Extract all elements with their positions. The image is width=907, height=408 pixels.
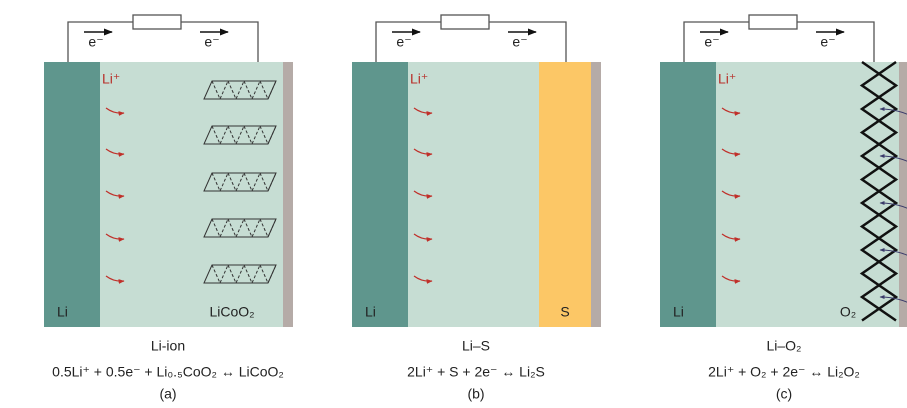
sulfur-cathode	[539, 62, 591, 327]
panel-label: (b)	[467, 386, 484, 402]
electron-label: e⁻	[704, 34, 719, 50]
reaction-equation: 2Li⁺ + S + 2e⁻ ↔ Li₂S	[407, 364, 545, 380]
battery-diagram: e⁻ e⁻ Li⁺ Li LiCoO₂ Li-ion 0.5Li⁺ + 0.5e⁻ + Li…	[0, 0, 907, 408]
reaction-equation: 0.5Li⁺ + 0.5e⁻ + Li₀.₅CoO₂ ↔ LiCoO₂	[52, 364, 284, 380]
reaction-equation: 2Li⁺ + O₂ + 2e⁻ ↔ Li₂O₂	[708, 364, 860, 380]
battery-name: Li–O₂	[766, 338, 801, 354]
electron-label: e⁻	[88, 34, 103, 50]
current-collector	[283, 62, 293, 327]
resistor	[441, 15, 489, 29]
current-collector	[899, 62, 907, 327]
cathode-label: O₂	[840, 304, 856, 320]
panel-label: (c)	[776, 386, 792, 402]
electron-label: e⁻	[396, 34, 411, 50]
anode	[352, 62, 408, 327]
ion-label: Li⁺	[718, 71, 736, 87]
cathode-label: LiCoO₂	[209, 304, 254, 320]
anode-label: Li	[673, 304, 684, 320]
resistor	[749, 15, 797, 29]
current-collector	[591, 62, 601, 327]
electron-label: e⁻	[820, 34, 835, 50]
electrolyte	[100, 62, 285, 327]
battery-name: Li–S	[462, 338, 490, 354]
battery-name: Li-ion	[151, 338, 185, 354]
electron-label: e⁻	[204, 34, 219, 50]
ion-label: Li⁺	[102, 71, 120, 87]
anode-label: Li	[365, 304, 376, 320]
panel-label: (a)	[159, 386, 176, 402]
anode	[660, 62, 716, 327]
electron-label: e⁻	[512, 34, 527, 50]
ion-label: Li⁺	[410, 71, 428, 87]
cathode-label: S	[560, 304, 569, 320]
resistor	[133, 15, 181, 29]
anode	[44, 62, 100, 327]
anode-label: Li	[57, 304, 68, 320]
